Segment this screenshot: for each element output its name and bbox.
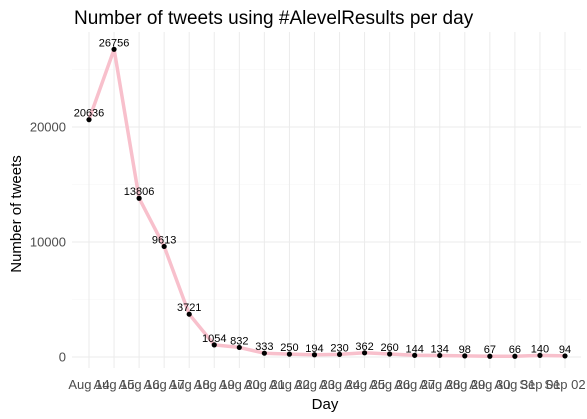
x-tick-label: Aug 29 <box>444 377 485 392</box>
y-tick-label: 10000 <box>30 235 66 250</box>
x-tick-label: Aug 31 <box>494 377 535 392</box>
data-label: 832 <box>230 335 248 347</box>
series-line-layer <box>87 47 567 358</box>
data-label: 230 <box>330 342 348 354</box>
x-tick-label: Aug 15 <box>93 377 134 392</box>
x-tick-label: Aug 14 <box>68 377 109 392</box>
data-label: 140 <box>531 343 549 355</box>
data-labels: 20636 26756 13806 9613 3721 1054 832 333 250 194 2… <box>74 37 571 356</box>
data-point <box>336 351 343 357</box>
x-tick-label: Sep 01 <box>519 377 560 392</box>
x-tick-label: Aug 24 <box>319 377 360 392</box>
data-point <box>437 352 443 359</box>
data-point <box>161 243 167 250</box>
data-label: 67 <box>484 344 496 356</box>
data-label: 1054 <box>202 333 226 345</box>
data-label: 98 <box>459 344 471 356</box>
x-tick-label: Aug 18 <box>169 377 210 392</box>
data-label: 250 <box>280 342 298 354</box>
series-line <box>87 47 567 358</box>
data-label: 9613 <box>152 234 176 246</box>
data-point <box>311 352 318 358</box>
data-point <box>487 353 493 359</box>
data-label: 194 <box>305 343 323 355</box>
x-tick-label: Aug 27 <box>394 377 435 392</box>
x-tick-label: Sep 02 <box>544 377 585 392</box>
data-points <box>86 46 568 359</box>
y-axis-title: Number of tweets <box>8 155 25 273</box>
data-point <box>412 352 418 358</box>
data-label: 26756 <box>99 37 130 49</box>
data-point <box>387 351 393 357</box>
chart-title: Number of tweets using #AlevelResults pe… <box>74 8 474 29</box>
x-tick-label: Aug 30 <box>469 377 510 392</box>
x-axis-title: Day <box>312 396 339 413</box>
data-label: 333 <box>255 341 273 353</box>
data-label: 260 <box>380 342 398 354</box>
data-label: 362 <box>355 341 373 353</box>
x-tick-label: Aug 25 <box>344 377 385 392</box>
data-point <box>261 350 267 356</box>
data-point <box>111 46 117 52</box>
grid <box>72 32 581 368</box>
data-point <box>136 195 142 201</box>
data-point <box>186 311 192 317</box>
x-tick-label: Aug 16 <box>119 377 160 392</box>
data-label: 134 <box>431 343 449 355</box>
data-label: 144 <box>406 343 424 355</box>
x-tick-label: Aug 23 <box>294 377 335 392</box>
data-point <box>236 344 242 351</box>
data-label: 3721 <box>177 302 201 314</box>
data-point <box>462 353 468 359</box>
data-point <box>537 352 543 358</box>
data-point <box>361 350 368 356</box>
x-tick-label: Aug 20 <box>219 377 260 392</box>
data-point <box>286 351 293 357</box>
data-label: 94 <box>559 344 571 356</box>
x-tick-label: Aug 22 <box>269 377 310 392</box>
x-tick-label: Aug 26 <box>369 377 410 392</box>
data-point <box>86 117 92 123</box>
y-tick-label: 0 <box>59 350 66 365</box>
data-label: 13806 <box>124 186 155 198</box>
data-label: 20636 <box>74 108 105 120</box>
data-point <box>512 353 518 359</box>
y-tick-labels: 0 10000 20000 <box>30 120 66 365</box>
x-tick-label: Aug 19 <box>194 377 235 392</box>
x-tick-label: Aug 28 <box>419 377 460 392</box>
data-point <box>211 342 217 348</box>
x-tick-label: Aug 17 <box>144 377 185 392</box>
x-tick-label: Aug 21 <box>244 377 285 392</box>
data-label: 66 <box>509 344 521 356</box>
y-tick-label: 20000 <box>30 120 66 135</box>
data-point <box>562 353 568 359</box>
